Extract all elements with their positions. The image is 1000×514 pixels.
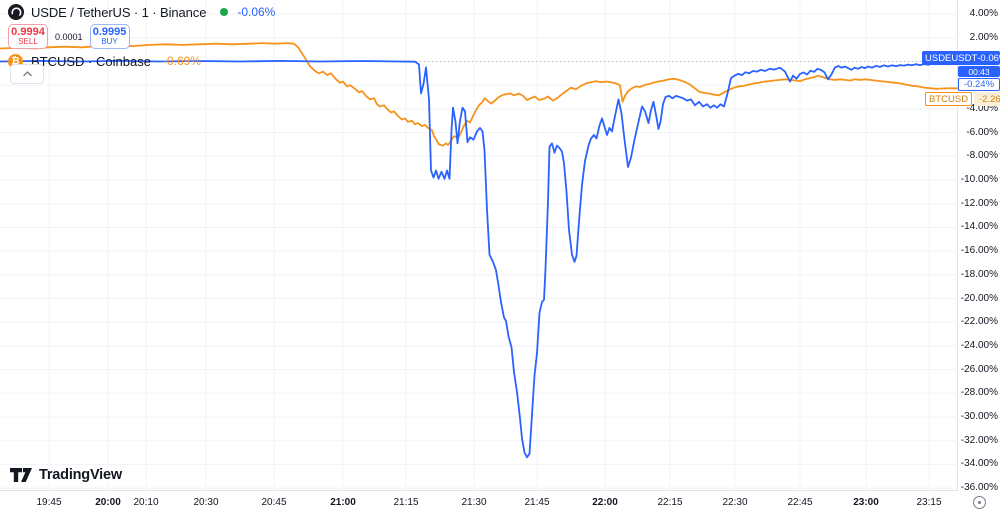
time-axis-label: 20:30 [193,497,219,508]
compare-price-badge: BTCUSD -2.26% [925,92,1000,106]
buy-price: 0.9995 [92,25,127,38]
time-axis-label: 21:30 [461,497,487,508]
price-axis-label: -30.00% [960,411,998,422]
time-axis-label: 22:30 [722,497,748,508]
price-axis-label: -10.00% [960,174,998,185]
time-axis-label: 22:00 [592,497,618,508]
price-axis-label: -16.00% [960,245,998,257]
main-price-badge: USDEUSDT -0.06% [922,51,1000,65]
secondary-price-badge: -0.24% [958,78,1000,91]
series-line-btcusd [0,42,958,147]
sell-price: 0.9994 [11,25,45,38]
price-axis-label: -28.00% [960,387,998,399]
price-axis-label: 2.00% [969,31,998,43]
main-symbol-row[interactable]: USDE / TetherUS · 1 · Binance -0.06% [8,4,275,20]
price-axis-label: -18.00% [960,268,998,280]
time-axis-label: 23:00 [853,497,879,508]
price-axis-label: -8.00% [966,150,998,162]
compare-badge-value: -2.26% [974,92,1000,106]
price-axis-label: -14.00% [960,221,998,233]
compare-symbol-value: -0.69% [162,54,201,68]
time-axis-label: 23:15 [916,497,942,508]
sell-label: SELL [18,37,38,47]
buy-button[interactable]: 0.9995 BUY [89,24,130,49]
axis-corner-cell [958,491,1000,514]
bar-countdown-badge: 00:43 [958,66,1000,77]
price-axis-label: -20.00% [960,292,998,304]
spread-value: 0.0001 [55,31,83,42]
compare-symbol-row[interactable]: ₿ BTCUSD · Coinbase -0.69% [8,53,275,69]
time-axis-label: 21:45 [524,497,550,508]
sell-button[interactable]: 0.9994 SELL [8,24,48,49]
compare-badge-symbol: BTCUSD [925,92,973,106]
price-axis-label: -24.00% [960,339,998,351]
symbol-change-value: -0.06% [237,5,276,19]
price-axis-label: -4.00% [966,102,998,114]
usde-logo-icon [8,4,24,20]
price-axis-label: -32.00% [960,434,998,446]
plot-svg [0,0,958,491]
time-axis-label: 19:45 [36,497,62,508]
tradingview-brand[interactable]: TradingView [10,467,122,483]
price-axis-label: -12.00% [960,197,998,209]
axis-settings-icon[interactable] [972,496,986,509]
main-badge-symbol: USDEUSDT [925,52,978,64]
time-axis-label: 20:45 [261,497,287,508]
time-axis-label: 22:15 [657,497,683,508]
tradingview-brand-text: TradingView [39,467,122,483]
time-axis-label: 20:00 [95,497,121,508]
time-axis[interactable]: 19:45 20:00 20:10 20:30 20:45 21:00 21:15 21:30… [0,491,958,514]
compare-symbol-title[interactable]: BTCUSD · Coinbase [31,53,151,69]
series-line-usdeusdt [0,60,958,459]
buy-label: BUY [101,37,118,47]
trade-buttons-row: 0.9994 SELL 0.0001 0.9995 BUY [8,24,275,49]
chart-legend: USDE / TetherUS · 1 · Binance -0.06% 0.9… [8,4,275,69]
price-axis-label: -6.00% [966,126,998,138]
price-axis-label: 4.00% [969,8,998,20]
time-axis-label: 21:15 [393,497,419,508]
tradingview-logo-icon [10,467,32,482]
price-axis-label: -36.00% [960,482,998,494]
price-axis-label: -22.00% [960,316,998,328]
chart-plot-area[interactable] [0,0,958,491]
main-badge-value: -0.06% [977,52,1000,64]
time-axis-label: 20:10 [133,497,159,508]
time-axis-label: 22:45 [787,497,813,508]
price-axis-label: -26.00% [960,363,998,375]
chevron-up-icon [22,71,32,77]
pane-collapse-button[interactable] [10,64,44,84]
time-axis-label: 21:00 [330,497,356,508]
price-axis-label: -34.00% [960,458,998,470]
market-status-dot [220,8,229,16]
symbol-title[interactable]: USDE / TetherUS · 1 · Binance [31,4,207,20]
